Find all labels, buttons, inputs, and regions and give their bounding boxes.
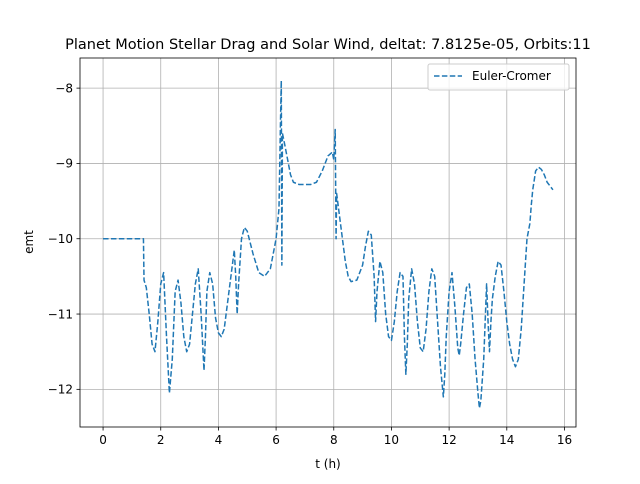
x-tick-label: 14	[499, 433, 514, 447]
y-tick-label: −12	[48, 383, 73, 397]
y-tick-label: −9	[55, 157, 73, 171]
y-axis-label: emt	[22, 230, 36, 254]
y-tick-label: −11	[48, 307, 73, 321]
x-tick-label: 4	[215, 433, 223, 447]
legend-box	[427, 63, 570, 91]
x-tick-label: 8	[330, 433, 338, 447]
x-tick-label: 12	[441, 433, 456, 447]
legend: Euler-Cromer	[427, 63, 570, 91]
series-layer	[103, 79, 554, 409]
plot-area	[80, 58, 576, 427]
x-tick-label: 6	[272, 433, 280, 447]
series-line-euler-cromer	[103, 79, 554, 409]
plot-frame	[79, 57, 577, 428]
y-tick-label: −10	[48, 232, 73, 246]
legend-label-euler-cromer: Euler-Cromer	[472, 69, 551, 83]
x-tick-label: 16	[557, 433, 572, 447]
x-tick-label: 10	[384, 433, 399, 447]
y-tick-label: −8	[55, 81, 73, 95]
chart-title: Planet Motion Stellar Drag and Solar Win…	[65, 37, 591, 53]
axis-ticks: 0 2 4 6 8 10 12 14 16 −8 −9 −10 −11 −12	[48, 81, 572, 447]
x-axis-label: t (h)	[315, 457, 341, 471]
x-tick-label: 2	[157, 433, 165, 447]
x-tick-label: 0	[99, 433, 107, 447]
